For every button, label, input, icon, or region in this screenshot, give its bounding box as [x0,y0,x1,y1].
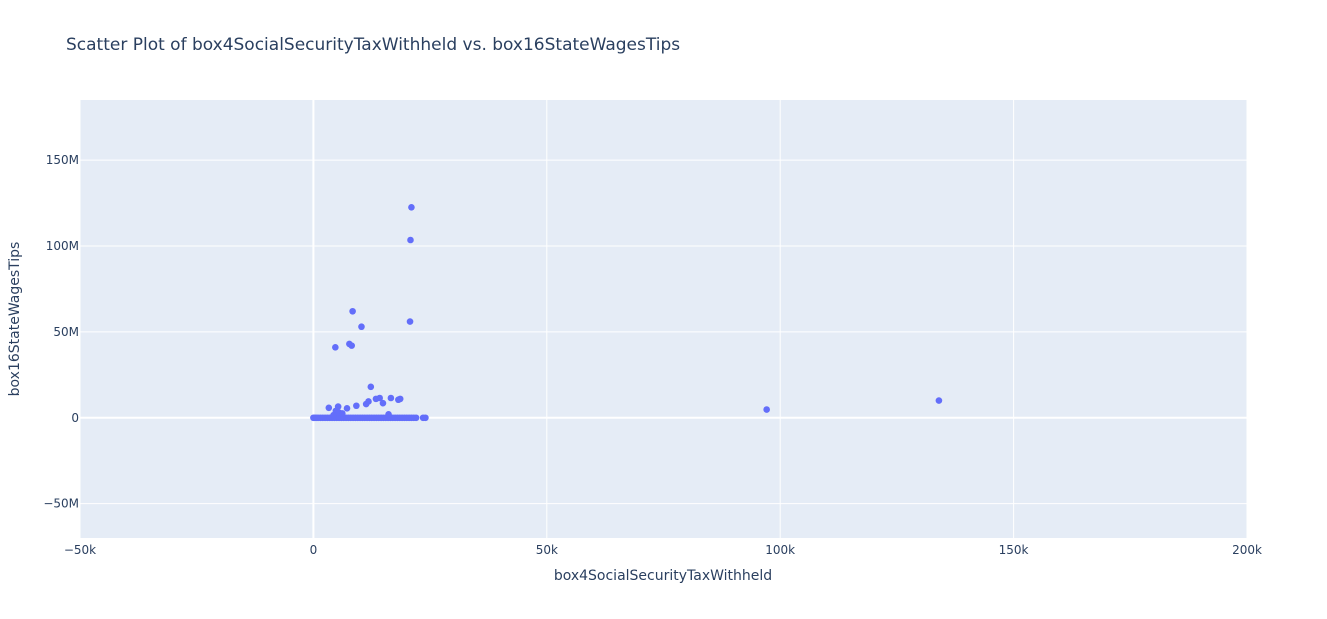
y-tick-label: 100M [46,239,79,253]
x-axis-title: box4SocialSecurityTaxWithheld [554,568,772,584]
data-point[interactable] [412,414,420,422]
data-point[interactable] [334,403,342,410]
data-point[interactable] [367,383,375,391]
data-point[interactable] [387,394,395,402]
data-point[interactable] [349,307,356,315]
y-tick-label: 150M [46,153,79,167]
y-tick-label: 0 [71,411,79,425]
y-tick-label: 50M [53,325,79,339]
x-tick-label: −50k [64,543,96,557]
x-tick-label: 100k [765,543,795,557]
grid-lines [79,100,1248,538]
data-point[interactable] [935,397,943,404]
data-point[interactable] [406,318,414,325]
zero-lines [80,100,1247,538]
y-axis-title: box16StateWagesTips [7,242,23,397]
data-points [310,204,943,422]
data-point[interactable] [396,395,404,403]
data-point[interactable] [385,411,392,418]
x-tick-label: 0 [310,543,318,557]
data-point[interactable] [325,404,333,412]
x-axis-ticks: −50k 0 50k 100k 150k 200k [64,543,1262,557]
x-tick-label: 150k [999,543,1029,557]
data-point[interactable] [365,398,372,405]
data-point[interactable] [379,399,387,407]
data-point[interactable] [348,342,355,349]
data-point[interactable] [408,204,415,211]
data-point[interactable] [353,402,360,410]
x-tick-label: 50k [536,543,558,557]
data-point[interactable] [407,236,414,244]
data-point[interactable] [376,394,383,402]
data-point[interactable] [343,405,351,412]
data-point[interactable] [422,414,429,422]
y-axis-ticks: −50M 0 50M 100M 150M [43,153,79,511]
data-point[interactable] [358,323,365,331]
data-point[interactable] [332,344,339,351]
data-point[interactable] [339,410,346,417]
x-tick-label: 200k [1232,543,1262,557]
plot-area[interactable] [80,100,1247,538]
chart-title: Scatter Plot of box4SocialSecurityTaxWit… [66,35,680,55]
y-tick-label: −50M [43,497,79,511]
data-point[interactable] [763,406,770,413]
